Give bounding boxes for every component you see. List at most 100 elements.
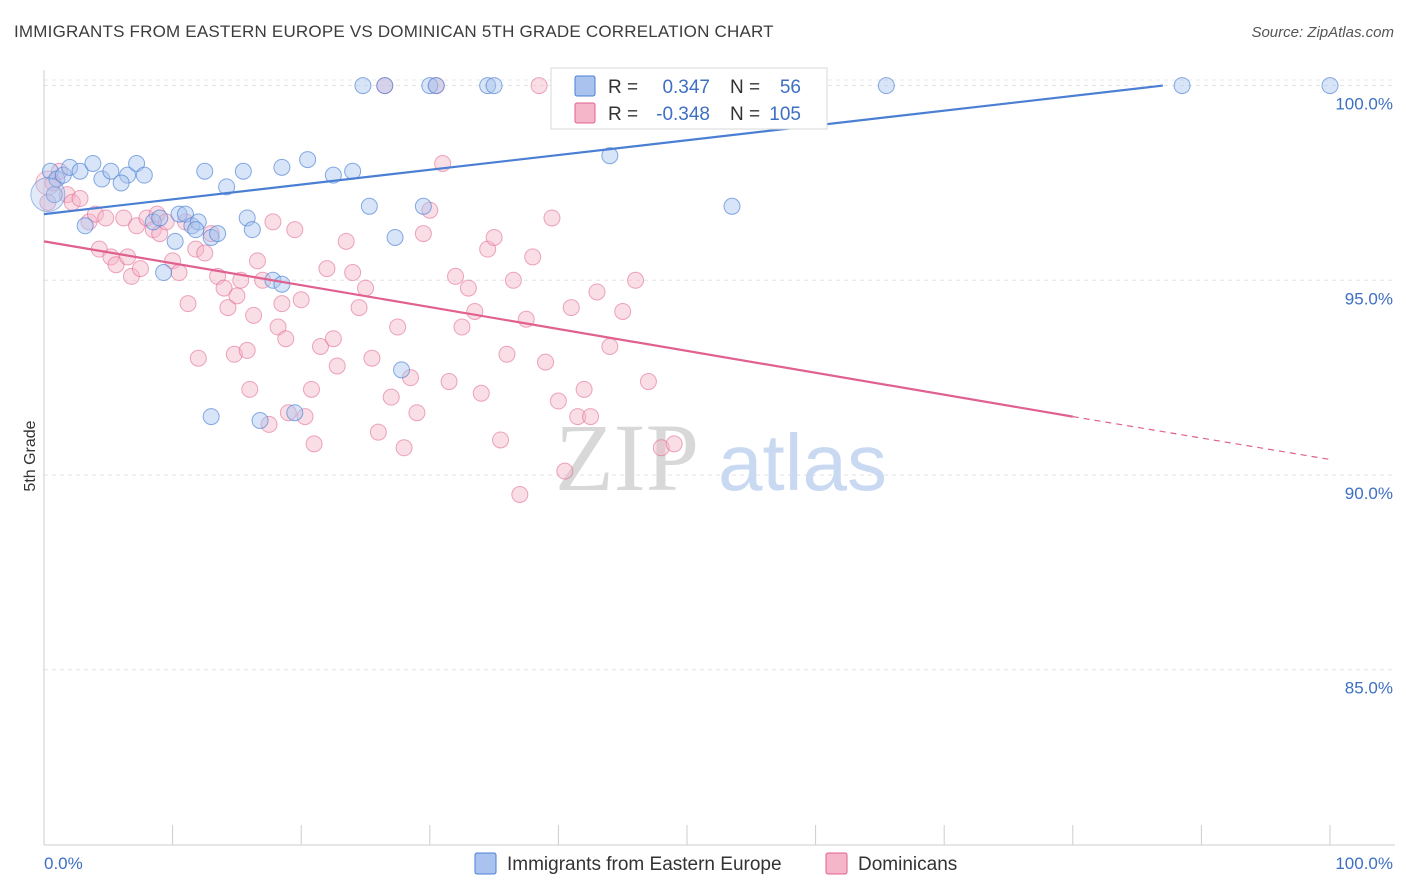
- point-eastern-europe-25: [218, 178, 236, 196]
- point-dominicans-27: [189, 349, 207, 367]
- point-eastern-europe-38: [421, 77, 439, 95]
- point-dominicans-55: [328, 357, 346, 375]
- bottom-legend-swatch-pink: [825, 852, 848, 875]
- y-tick-label-0: 100.0%: [1335, 95, 1393, 114]
- point-dominicans-86: [530, 77, 548, 95]
- point-dominicans-54: [324, 330, 342, 348]
- point-dominicans-34: [228, 287, 246, 305]
- x-tick-label-1: 100.0%: [1335, 854, 1393, 873]
- point-eastern-europe-37: [393, 361, 411, 379]
- watermark-zip: ZIP: [555, 404, 699, 511]
- y-tick-label-1: 95.0%: [1345, 289, 1393, 308]
- point-eastern-europe-31: [273, 275, 291, 293]
- chart-title: IMMIGRANTS FROM EASTERN EUROPE VS DOMINI…: [14, 22, 774, 41]
- point-eastern-europe-45: [877, 77, 895, 95]
- trend-lines: [43, 84, 1331, 461]
- point-dominicans-32: [219, 299, 237, 317]
- point-eastern-europe-49: [251, 412, 269, 430]
- point-dominicans-52: [311, 338, 329, 356]
- bottom-legend-swatch-blue: [474, 852, 497, 875]
- y-tick-label-3: 85.0%: [1345, 679, 1393, 698]
- point-dominicans-83: [511, 485, 529, 503]
- point-dominicans-89: [549, 392, 567, 410]
- point-dominicans-46: [279, 404, 297, 422]
- point-eastern-europe-40: [485, 77, 503, 95]
- point-eastern-europe-36: [386, 228, 404, 246]
- point-dominicans-9: [97, 209, 115, 227]
- point-dominicans-93: [575, 380, 593, 398]
- point-dominicans-60: [363, 349, 381, 367]
- point-dominicans-76: [466, 302, 484, 320]
- point-dominicans-25: [179, 295, 197, 313]
- legend-r-label-blue: R =: [608, 77, 638, 98]
- legend-swatch-blue: [574, 75, 596, 97]
- trend-line-eastern-europe: [43, 84, 1163, 216]
- point-eastern-europe-51: [354, 77, 372, 95]
- y-axis-title: 5th Grade: [22, 420, 39, 491]
- point-eastern-europe-53: [414, 197, 432, 215]
- x-tick-label-0: 0.0%: [44, 854, 83, 873]
- point-dominicans-57: [344, 264, 362, 282]
- point-eastern-europe-52: [376, 77, 394, 95]
- legend-r-value-pink: -0.348: [656, 104, 710, 125]
- point-eastern-europe-28: [243, 221, 261, 239]
- point-dominicans-61: [369, 423, 387, 441]
- point-dominicans-33: [225, 345, 243, 363]
- point-eastern-europe-43: [601, 147, 619, 165]
- point-eastern-europe-32: [299, 151, 317, 169]
- point-eastern-europe-6: [84, 154, 102, 172]
- point-eastern-europe-8: [102, 162, 120, 180]
- bottom-legend-label-blue: Immigrants from Eastern Europe: [507, 854, 782, 875]
- trend-line-dominicans-extension: [1072, 416, 1331, 461]
- point-dominicans-48: [292, 291, 310, 309]
- point-eastern-europe-30: [273, 158, 291, 176]
- point-eastern-europe-10: [128, 154, 146, 172]
- axes: [43, 70, 1395, 846]
- point-dominicans-63: [382, 388, 400, 406]
- x-tick-labels: 0.0% 100.0%: [44, 854, 1393, 873]
- bottom-legend-label-pink: Dominicans: [858, 854, 957, 875]
- point-dominicans-75: [459, 279, 477, 297]
- point-dominicans-44: [273, 295, 291, 313]
- point-eastern-europe-26: [234, 162, 252, 180]
- point-eastern-europe-33: [324, 166, 342, 184]
- point-dominicans-90: [556, 462, 574, 480]
- point-dominicans-5: [71, 190, 89, 208]
- point-eastern-europe-13: [112, 174, 130, 192]
- point-dominicans-16: [131, 260, 149, 278]
- legend-n-label-blue: N =: [730, 77, 760, 98]
- point-eastern-europe-12: [76, 217, 94, 235]
- point-dominicans-100: [652, 439, 670, 457]
- point-eastern-europe-4: [61, 158, 79, 176]
- point-eastern-europe-24: [209, 225, 227, 243]
- point-dominicans-7: [86, 205, 104, 223]
- point-dominicans-38: [245, 306, 263, 324]
- point-eastern-europe-5: [71, 162, 89, 180]
- point-eastern-europe-55: [187, 221, 205, 239]
- point-dominicans-87: [537, 353, 555, 371]
- point-dominicans-98: [627, 271, 645, 289]
- point-eastern-europe-48: [202, 408, 220, 426]
- point-dominicans-59: [357, 279, 374, 297]
- point-dominicans-92: [569, 408, 587, 426]
- legend-r-label-pink: R =: [608, 104, 638, 125]
- point-dominicans-56: [337, 232, 355, 250]
- point-dominicans-42: [264, 213, 282, 231]
- point-dominicans-53: [318, 260, 336, 278]
- point-eastern-europe-44: [723, 197, 741, 215]
- point-eastern-europe-35: [360, 197, 378, 215]
- point-dominicans-97: [614, 302, 632, 320]
- point-dominicans-31: [215, 279, 233, 297]
- point-eastern-europe-50: [286, 404, 304, 422]
- point-dominicans-64: [389, 318, 407, 336]
- series-dominicans: [35, 77, 696, 503]
- point-eastern-europe-54: [427, 77, 445, 95]
- point-dominicans-81: [498, 345, 516, 363]
- point-dominicans-80: [492, 431, 510, 449]
- point-dominicans-47: [286, 221, 304, 239]
- watermark-atlas: atlas: [718, 418, 887, 507]
- point-dominicans-23: [170, 264, 188, 282]
- point-eastern-europe-47: [1321, 77, 1339, 95]
- point-dominicans-41: [260, 415, 278, 433]
